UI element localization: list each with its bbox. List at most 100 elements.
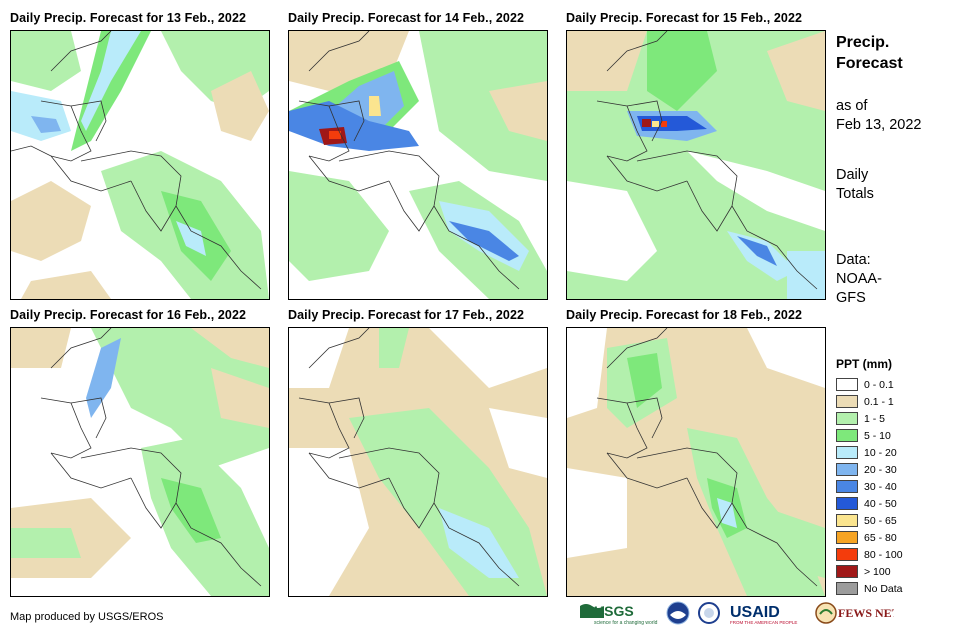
legend-swatch	[836, 548, 858, 561]
forecast-heading: Precip. Forecast	[836, 32, 956, 74]
country-borders	[596, 328, 818, 587]
legend-swatch	[836, 514, 858, 527]
legend-row: 0.1 - 1	[836, 393, 903, 410]
legend-row: > 100	[836, 563, 903, 580]
forecast-map-16-feb	[10, 327, 270, 597]
totals-line-1: Daily	[836, 167, 869, 183]
legend-row: 80 - 100	[836, 546, 903, 563]
legend-swatch	[836, 395, 858, 408]
dhs-seal-mark	[698, 602, 720, 624]
panel-title-16-feb: Daily Precip. Forecast for 16 Feb., 2022	[10, 308, 247, 322]
legend-label: 10 - 20	[864, 446, 897, 459]
country-borders	[298, 328, 520, 587]
forecast-map-15-feb	[566, 30, 826, 300]
precip-map-16-feb	[11, 328, 269, 596]
legend-swatch	[836, 565, 858, 578]
legend-label: 0 - 0.1	[864, 378, 894, 391]
precip-map-13-feb	[11, 31, 269, 299]
legend-row: 20 - 30	[836, 461, 903, 478]
panel-title-17-feb: Daily Precip. Forecast for 17 Feb., 2022	[288, 308, 525, 322]
usaid-logo-mark: USAID FROM THE AMERICAN PEOPLE	[730, 604, 797, 625]
legend-label: 50 - 65	[864, 514, 897, 527]
precip-map-14-feb	[289, 31, 547, 299]
precip-map-15-feb	[567, 31, 825, 299]
precip-layer	[11, 328, 269, 596]
data-source: Data: NOAA- GFS	[836, 251, 882, 308]
as-of-label: as of	[836, 98, 868, 114]
as-of-value: Feb 13, 2022	[836, 117, 922, 133]
dhs-seal-logo	[698, 602, 720, 624]
country-borders	[40, 328, 262, 587]
legend-row: 65 - 80	[836, 529, 903, 546]
country-borders	[11, 31, 262, 290]
legend-swatch	[836, 480, 858, 493]
fews-net-logo-text: FEWS NET	[838, 606, 894, 620]
legend-swatch	[836, 429, 858, 442]
forecast-map-14-feb	[288, 30, 548, 300]
panel-title-13-feb: Daily Precip. Forecast for 13 Feb., 2022	[10, 11, 247, 25]
legend-label: 65 - 80	[864, 531, 897, 544]
noaa-logo	[666, 601, 690, 625]
legend-swatch	[836, 412, 858, 425]
legend-swatch	[836, 446, 858, 459]
precip-map-18-feb	[567, 328, 825, 596]
legend-swatch	[836, 497, 858, 510]
legend-label: 1 - 5	[864, 412, 886, 425]
usgs-logo-mark: USGS science for a changing world	[580, 603, 658, 626]
legend-title: PPT (mm)	[836, 357, 893, 371]
legend-swatch	[836, 463, 858, 476]
usgs-tagline: science for a changing world	[594, 620, 658, 626]
legend-swatch	[836, 582, 858, 595]
legend-swatch	[836, 378, 858, 391]
legend-label: No Data	[864, 582, 903, 595]
precip-layer	[289, 31, 547, 299]
usgs-logo: USGS science for a changing world	[578, 600, 658, 626]
data-line-3: GFS	[836, 290, 866, 306]
legend-label: > 100	[864, 565, 891, 578]
legend-label: 30 - 40	[864, 480, 897, 493]
usaid-logo: USAID FROM THE AMERICAN PEOPLE	[728, 600, 806, 626]
totals-line-2: Totals	[836, 186, 874, 202]
legend-row: 5 - 10	[836, 427, 903, 444]
forecast-map-17-feb	[288, 327, 548, 597]
data-line-1: Data:	[836, 252, 871, 268]
legend-label: 20 - 30	[864, 463, 897, 476]
precip-map-17-feb	[289, 328, 547, 596]
precip-legend: 0 - 0.1 0.1 - 1 1 - 5 5 - 10 10 - 20 20 - 30 3…	[836, 376, 903, 597]
fews-net-logo: FEWS NET	[814, 600, 894, 626]
precip-layer	[11, 31, 269, 299]
country-borders	[298, 31, 520, 290]
country-borders	[596, 31, 818, 290]
panel-title-18-feb: Daily Precip. Forecast for 18 Feb., 2022	[566, 308, 803, 322]
forecast-map-18-feb	[566, 327, 826, 597]
forecast-map-13-feb	[10, 30, 270, 300]
legend-label: 0.1 - 1	[864, 395, 894, 408]
legend-label: 5 - 10	[864, 429, 891, 442]
usaid-logo-text: USAID	[730, 604, 780, 621]
legend-row: 40 - 50	[836, 495, 903, 512]
precip-layer	[289, 328, 547, 596]
heading-line-1: Precip.	[836, 34, 890, 51]
legend-row: 50 - 65	[836, 512, 903, 529]
usaid-tagline: FROM THE AMERICAN PEOPLE	[730, 620, 797, 625]
legend-row: 30 - 40	[836, 478, 903, 495]
data-line-2: NOAA-	[836, 271, 882, 287]
daily-totals-note: Daily Totals	[836, 166, 874, 204]
fews-net-logo-mark: FEWS NET	[815, 602, 894, 624]
legend-row: 1 - 5	[836, 410, 903, 427]
precip-layer	[567, 31, 825, 299]
legend-row: No Data	[836, 580, 903, 597]
legend-label: 80 - 100	[864, 548, 903, 561]
partner-logos: USGS science for a changing world USAID …	[578, 600, 902, 626]
legend-row: 10 - 20	[836, 444, 903, 461]
legend-row: 0 - 0.1	[836, 376, 903, 393]
legend-swatch	[836, 531, 858, 544]
heading-line-2: Forecast	[836, 55, 903, 72]
precip-layer	[567, 328, 825, 596]
noaa-logo-mark	[666, 601, 690, 625]
panel-title-15-feb: Daily Precip. Forecast for 15 Feb., 2022	[566, 11, 803, 25]
as-of-date: as of Feb 13, 2022	[836, 97, 921, 135]
map-credit: Map produced by USGS/EROS	[10, 611, 164, 623]
legend-label: 40 - 50	[864, 497, 897, 510]
usgs-logo-text: USGS	[594, 603, 634, 619]
